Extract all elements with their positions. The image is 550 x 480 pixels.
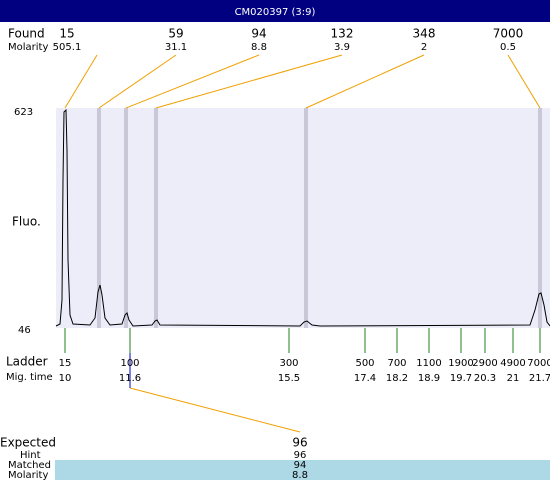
matched-label: Matched (8, 460, 51, 471)
expected-label: Expected (0, 436, 56, 450)
peak-bands (97, 108, 542, 328)
connector (155, 54, 343, 109)
plot-area (56, 108, 550, 328)
peak-connectors (64, 54, 541, 433)
connector (129, 387, 301, 433)
ladder-size: 300 (279, 358, 298, 369)
hint-label: Hint (20, 450, 41, 461)
connector (305, 54, 425, 109)
peak-size: 59 (168, 27, 183, 41)
molarity-label: Molarity (8, 470, 48, 480)
ladder-size: 500 (355, 358, 374, 369)
ladder-size: 1900 (448, 358, 473, 369)
trace (55, 108, 550, 327)
y-axis-label: Fluo. (12, 215, 41, 229)
connector (64, 54, 98, 109)
peak-molarity: 3.9 (334, 42, 350, 53)
ladder-time: 17.4 (354, 373, 376, 384)
connector (507, 54, 541, 109)
band (124, 108, 128, 328)
molarity-label: Molarity (8, 42, 48, 53)
ladder-time: 21 (507, 373, 520, 384)
ladder-size: 2900 (472, 358, 497, 369)
ladder-time: 18.9 (418, 373, 440, 384)
connector (125, 54, 260, 109)
peak-size: 132 (331, 27, 354, 41)
ladder-time: 11.6 (119, 373, 141, 384)
ladder-size: 15 (59, 358, 72, 369)
hint-value: 96 (294, 450, 307, 461)
ladder-time: 21.7 (529, 373, 550, 384)
found-label: Found (8, 27, 45, 41)
band (97, 108, 101, 328)
connector (98, 54, 177, 109)
expected-value: 96 (292, 436, 307, 450)
title: CM020397 (3:9) (235, 7, 316, 18)
peak-size: 348 (413, 27, 436, 41)
ladder-size: 1100 (416, 358, 441, 369)
peak-size: 15 (59, 27, 74, 41)
ladder-time: 19.7 (450, 373, 472, 384)
ladder-time: 15.5 (278, 373, 300, 384)
ladder-time: 10 (59, 373, 72, 384)
peak-molarity: 2 (421, 42, 427, 53)
peak-size: 94 (251, 27, 266, 41)
band (538, 108, 542, 328)
ladder-size: 4900 (500, 358, 525, 369)
title-bar (0, 0, 550, 22)
y-max-label: 623 (14, 107, 33, 118)
peak-molarity: 505.1 (53, 42, 82, 53)
matched-value: 94 (294, 460, 307, 471)
ladder-size: 7000 (527, 358, 550, 369)
band (304, 108, 308, 328)
ladder-size: 100 (120, 358, 139, 369)
ladder-time: 18.2 (386, 373, 408, 384)
band (154, 108, 158, 328)
molarity-value: 8.8 (292, 470, 308, 480)
peak-molarity: 0.5 (500, 42, 516, 53)
ladder-label: Ladder (6, 355, 48, 369)
ladder-size: 700 (387, 358, 406, 369)
ladder-time: 20.3 (474, 373, 496, 384)
y-min-label: 46 (18, 325, 31, 336)
matched-row (55, 460, 550, 480)
mig-time-label: Mig. time (6, 372, 53, 383)
peak-size: 7000 (493, 27, 524, 41)
peak-molarity: 8.8 (251, 42, 267, 53)
peak-molarity: 31.1 (165, 42, 187, 53)
